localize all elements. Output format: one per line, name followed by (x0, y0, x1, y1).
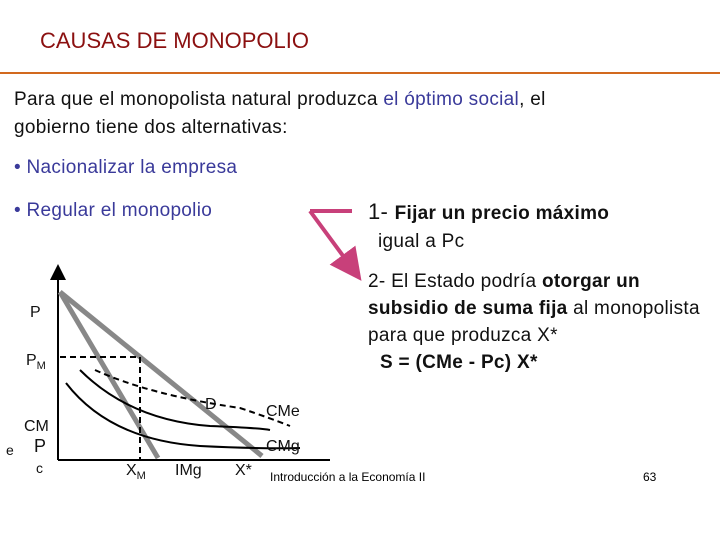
title: CAUSAS DE MONOPOLIO (40, 28, 309, 53)
label: CM (24, 418, 49, 435)
label: PM (26, 352, 46, 372)
intro-text: Para que el monopolista natural produzca (14, 89, 384, 110)
option-2: 2- El Estado podría otorgar un subsidio … (368, 268, 713, 376)
intro-highlight: el óptimo social (383, 89, 520, 110)
label: CMe (266, 403, 300, 420)
option-text: 2- El Estado podría (368, 271, 542, 292)
label: IMg (175, 462, 202, 479)
intro: Para que el monopolista natural produzca… (14, 86, 614, 142)
label-sub: M (136, 470, 146, 483)
option-bold: otorgar un subsidio de suma fija (368, 271, 640, 319)
dashed (60, 356, 141, 460)
footer-course: Introducción a la Economía II (270, 470, 426, 484)
label: D (205, 396, 217, 413)
rule (0, 72, 720, 74)
cme-curve (79, 369, 271, 431)
formula: S = (CMe - Pc) X* (380, 352, 538, 373)
option-text: al monopolista para que produzca X* (368, 298, 700, 346)
option-text: igual a Pc (378, 231, 465, 252)
label: X* (235, 462, 252, 479)
label: XM (126, 462, 146, 482)
intro-text: , el gobierno tiene dos alternativas: (14, 89, 546, 138)
arrow (308, 209, 352, 268)
cmg-curve (65, 382, 301, 450)
option-number: 1- (368, 199, 395, 224)
label: P (26, 352, 37, 369)
option-1: 1- Fijar un precio máximo igual a Pc (368, 198, 609, 256)
demand (58, 290, 264, 458)
label: X (126, 462, 137, 479)
label: e (6, 442, 14, 458)
cme-dashed (94, 369, 291, 427)
bullet: • Nacionalizar la empresa (14, 157, 238, 178)
bullet: • Regular el monopolio (14, 200, 213, 221)
label: c (36, 460, 43, 476)
label: P (30, 304, 41, 321)
option-bold: Fijar un precio máximo (394, 203, 610, 224)
label: P (34, 436, 47, 456)
label: CMg (266, 438, 300, 455)
label-sub: M (36, 360, 46, 373)
page-number: 63 (643, 470, 657, 484)
